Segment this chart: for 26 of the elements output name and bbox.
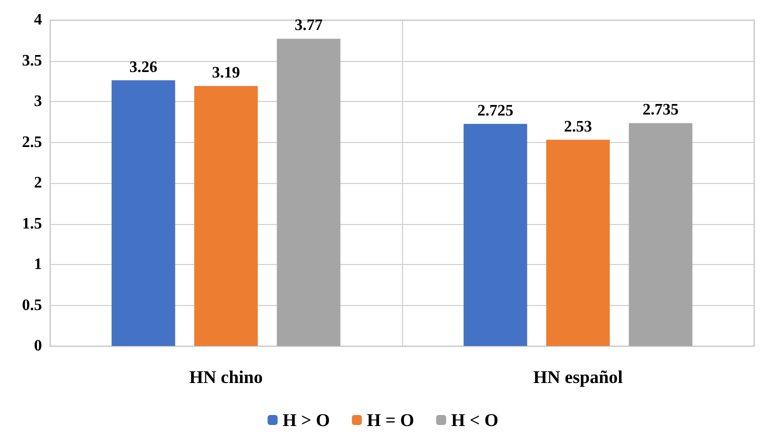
legend-label: H = O: [366, 410, 414, 430]
data-label: 2.725: [477, 102, 514, 120]
bar: [628, 123, 692, 346]
x-tick-label: HN español: [533, 367, 623, 387]
data-label: 3.19: [212, 64, 240, 82]
y-tick-label: 4: [34, 12, 42, 28]
y-tick-label: 1: [34, 256, 42, 273]
legend-label: H < O: [451, 410, 498, 430]
y-tick-label: 3: [34, 93, 42, 110]
legend-label: H > O: [282, 410, 330, 430]
bar: [194, 86, 258, 346]
y-tick-label: 0: [34, 338, 42, 354]
bar: [464, 124, 528, 346]
y-tick-label: 3.5: [22, 52, 42, 70]
y-tick-label: 2.5: [22, 134, 42, 151]
data-label: 3.26: [129, 58, 158, 76]
bar: [112, 80, 176, 346]
data-label: 3.77: [294, 17, 323, 34]
data-label: 2.735: [642, 102, 679, 119]
y-tick-label: 2: [34, 174, 42, 192]
data-label: 2.53: [564, 118, 592, 136]
bar: [276, 38, 340, 346]
y-tick-label: 0.5: [22, 296, 42, 314]
bar: [546, 140, 610, 346]
y-tick-label: 1.5: [22, 215, 42, 232]
x-tick-label: HN chino: [189, 367, 263, 387]
